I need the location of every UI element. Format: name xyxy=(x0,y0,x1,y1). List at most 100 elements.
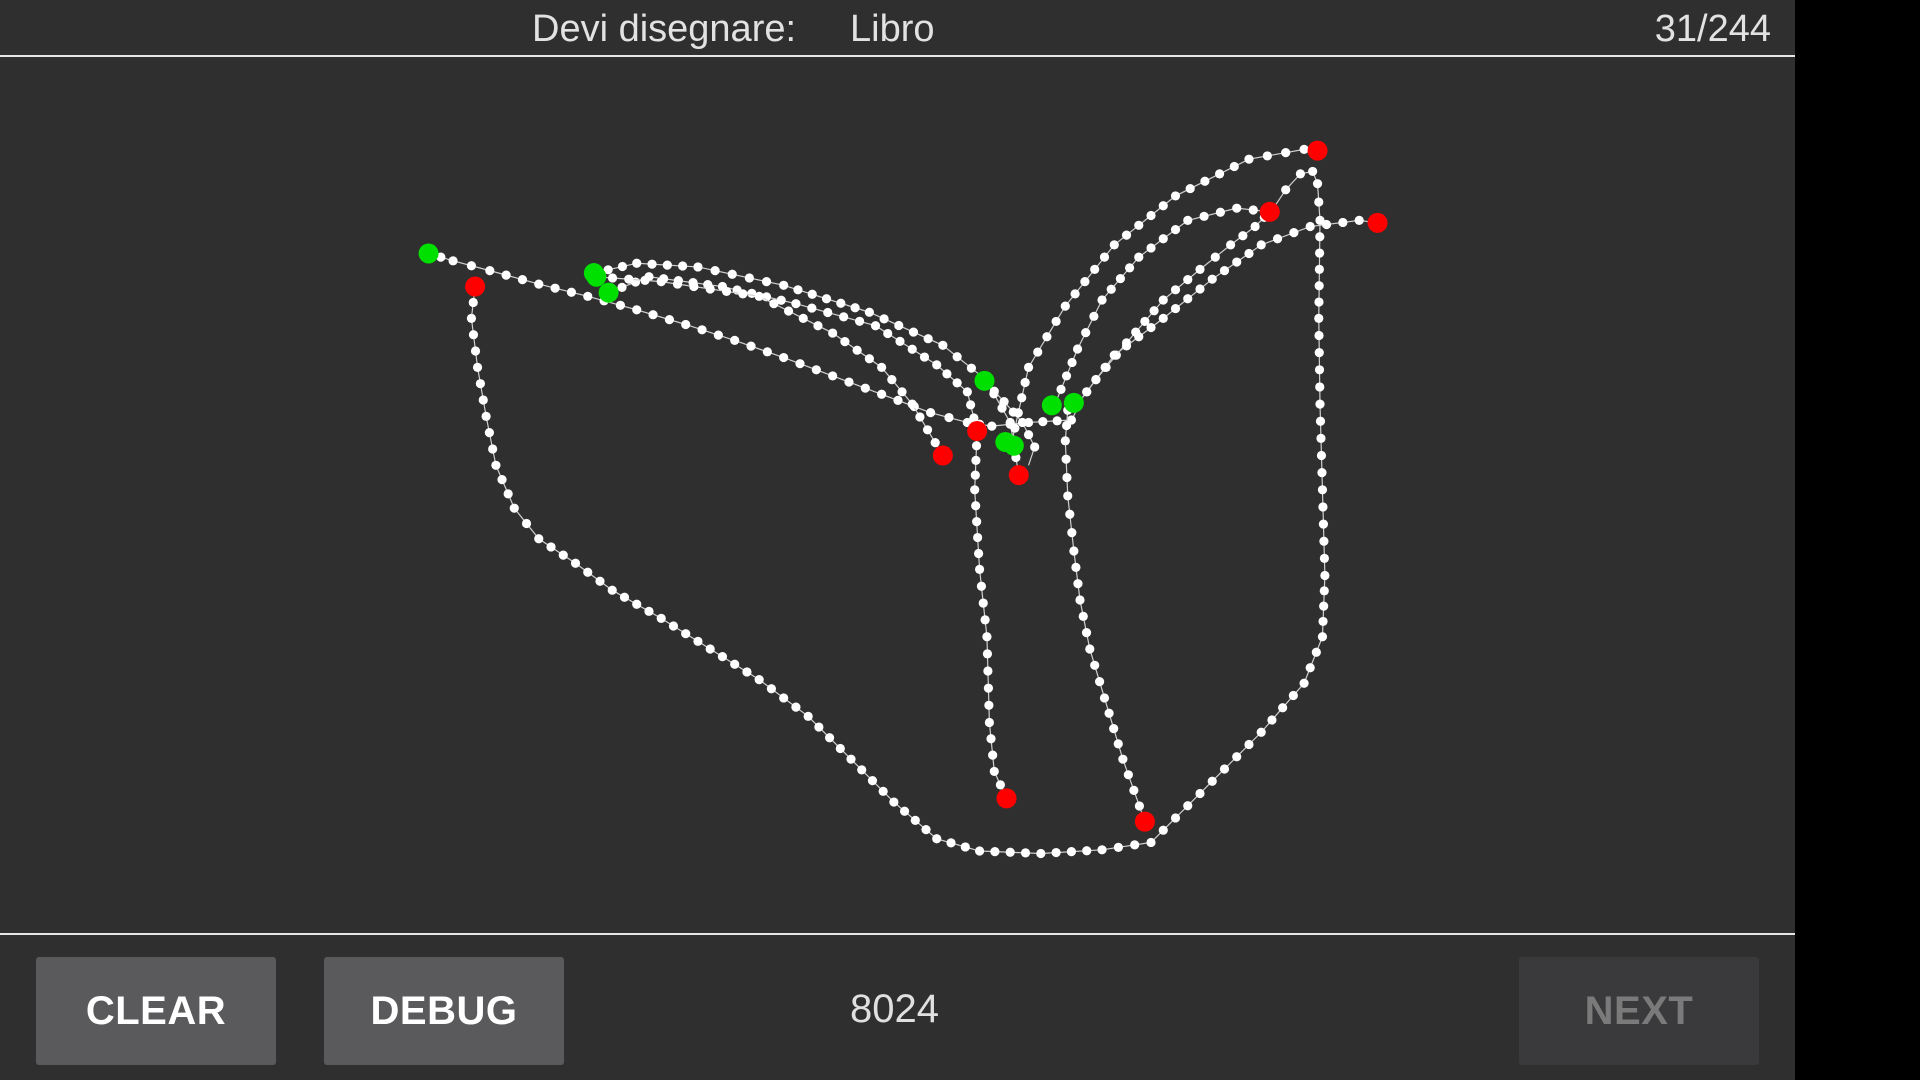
stroke-point xyxy=(1071,562,1081,572)
stroke-point xyxy=(1023,430,1034,440)
stroke-point xyxy=(468,330,479,340)
stroke-point xyxy=(1317,632,1328,642)
stroke-point xyxy=(864,307,874,317)
stroke-point xyxy=(852,345,862,355)
stroke-point xyxy=(879,314,889,324)
stroke-point xyxy=(1238,231,1248,241)
stroke-point xyxy=(932,360,942,370)
stroke-point xyxy=(717,652,728,662)
stroke-point xyxy=(1097,845,1107,855)
stroke-point xyxy=(485,266,495,276)
stroke-point xyxy=(1299,678,1309,688)
stroke-point xyxy=(791,299,801,309)
stroke-point xyxy=(762,347,772,357)
drawing-strokes[interactable] xyxy=(0,57,1795,933)
stroke-point xyxy=(1109,350,1119,360)
stroke-point xyxy=(1085,644,1095,654)
stroke-point xyxy=(1314,348,1324,358)
stroke-point xyxy=(1170,285,1181,295)
stroke-point xyxy=(803,711,813,721)
stroke-point xyxy=(1094,677,1105,687)
debug-button[interactable]: DEBUG xyxy=(324,957,564,1065)
stroke-point xyxy=(1315,416,1326,426)
stroke-point xyxy=(1109,723,1119,734)
stroke-point xyxy=(919,352,930,362)
stroke-point xyxy=(942,369,952,379)
stroke-point xyxy=(1146,322,1156,333)
stroke-point xyxy=(1065,509,1075,519)
stroke-point xyxy=(1281,148,1291,158)
stroke-point xyxy=(1158,295,1168,305)
stroke-point xyxy=(1338,217,1348,228)
stroke-point xyxy=(944,412,954,423)
stroke-path xyxy=(593,262,1020,476)
stroke-point xyxy=(813,321,823,331)
stroke-point xyxy=(844,377,854,387)
stroke-point xyxy=(1013,408,1023,418)
stroke-point xyxy=(1017,417,1028,428)
stroke-start-marker xyxy=(598,282,619,303)
stroke-point xyxy=(1244,739,1254,750)
stroke-point xyxy=(864,354,874,364)
stroke-point xyxy=(1281,185,1291,195)
stroke-point xyxy=(1062,472,1072,483)
stroke-point xyxy=(1256,727,1266,737)
stroke-point xyxy=(1210,252,1220,262)
stroke-point xyxy=(1354,215,1364,226)
stroke-point xyxy=(807,303,817,313)
stroke-point xyxy=(1100,362,1110,372)
stroke-point xyxy=(980,615,990,625)
stroke-point xyxy=(1214,169,1225,179)
stroke-point xyxy=(484,428,494,438)
stroke-point xyxy=(1195,264,1205,274)
stroke-point xyxy=(999,397,1009,407)
stroke-point xyxy=(1319,601,1329,611)
stroke-point xyxy=(1272,234,1283,244)
stroke-point xyxy=(1262,151,1272,161)
stroke-point xyxy=(662,260,672,270)
stroke-point xyxy=(697,325,707,335)
stroke-point xyxy=(984,717,994,728)
stroke-point xyxy=(870,321,881,331)
drawing-canvas[interactable] xyxy=(0,57,1795,933)
next-button[interactable]: NEXT xyxy=(1519,957,1759,1065)
stroke-point xyxy=(1067,528,1077,538)
stroke-point xyxy=(828,328,838,338)
stroke-point xyxy=(534,534,544,544)
stroke-point xyxy=(989,386,999,396)
stroke-point xyxy=(1090,264,1100,274)
stroke-point xyxy=(973,532,983,543)
stroke-point xyxy=(986,734,996,744)
stroke-point xyxy=(1317,485,1328,495)
stroke-point xyxy=(1099,252,1110,262)
stroke-point xyxy=(921,824,931,835)
stroke-point xyxy=(668,621,679,631)
stroke-point xyxy=(1244,248,1254,259)
stroke-point xyxy=(1020,848,1031,858)
stroke-point xyxy=(970,470,980,480)
stroke-point xyxy=(1146,243,1156,253)
stroke-point xyxy=(791,702,801,712)
stroke-point xyxy=(1316,450,1327,461)
stroke-point xyxy=(1109,240,1119,250)
stroke-point xyxy=(730,659,740,669)
stroke-point xyxy=(836,298,846,308)
stroke-point xyxy=(1289,228,1299,238)
stroke-point xyxy=(1315,382,1325,392)
stroke-point xyxy=(656,613,666,623)
stroke-point xyxy=(1295,169,1306,179)
stroke-end-marker xyxy=(1134,811,1155,832)
stroke-point xyxy=(1158,201,1168,211)
stroke-point xyxy=(1061,454,1071,464)
stroke-end-marker xyxy=(1307,140,1328,161)
stroke-path xyxy=(1064,410,1146,822)
stroke-end-marker xyxy=(1367,212,1388,233)
stroke-point xyxy=(497,474,507,485)
stroke-point xyxy=(1134,252,1144,262)
stroke-point xyxy=(1207,274,1217,284)
stroke-point xyxy=(1195,284,1205,294)
stroke-point xyxy=(1017,393,1027,403)
stroke-point xyxy=(1134,332,1144,342)
stroke-point xyxy=(1232,257,1242,267)
clear-button[interactable]: CLEAR xyxy=(36,957,276,1065)
